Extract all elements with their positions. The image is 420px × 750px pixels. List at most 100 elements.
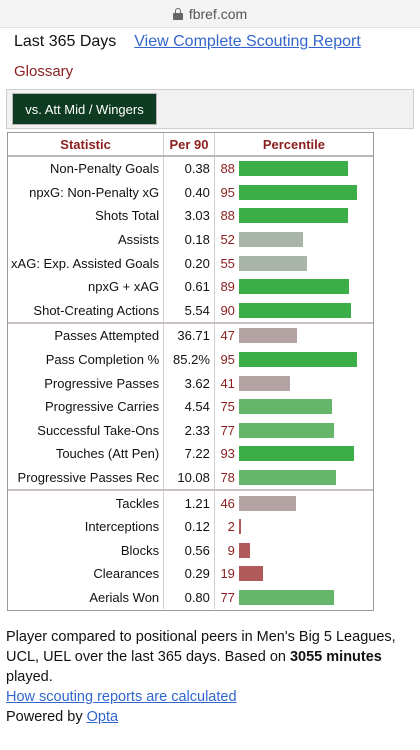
percentile-value: 41 xyxy=(220,375,235,391)
table-row: Shot-Creating Actions 5.54 90 xyxy=(8,298,373,323)
table-row: Passes Attempted 36.71 47 xyxy=(8,324,373,348)
percentile-cell: 19 xyxy=(215,562,373,586)
percentile-cell: 90 xyxy=(215,299,373,323)
stat-name: Touches (Att Pen) xyxy=(8,442,165,466)
stat-name: Tackles xyxy=(8,491,165,515)
percentile-bar xyxy=(238,519,241,535)
per90-value: 5.54 xyxy=(164,298,215,323)
url-text: fbref.com xyxy=(188,5,248,22)
how-calculated-link[interactable]: How scouting reports are calculated xyxy=(6,689,237,705)
percentile-value: 19 xyxy=(220,566,235,582)
stat-name: Blocks xyxy=(8,538,165,563)
percentile-value: 2 xyxy=(227,519,235,535)
stat-name: npxG + xAG xyxy=(8,274,165,299)
percentile-bar xyxy=(238,495,296,511)
header-per90: Per 90 xyxy=(164,133,215,155)
percentile-cell: 95 xyxy=(215,181,373,205)
percentile-cell: 41 xyxy=(215,371,373,395)
percentile-value: 46 xyxy=(220,495,235,511)
table-row: xAG: Exp. Assisted Goals 0.20 55 xyxy=(8,251,373,275)
percentile-bar xyxy=(238,375,290,391)
percentile-bar xyxy=(238,208,348,224)
percentile-bar xyxy=(238,255,307,271)
period-label: Last 365 Days xyxy=(14,33,117,50)
percentile-bar xyxy=(238,184,357,200)
per90-value: 0.40 xyxy=(164,180,215,205)
stat-name: Interceptions xyxy=(8,514,165,539)
glossary-link[interactable]: Glossary xyxy=(14,63,74,80)
stat-name: Non-Penalty Goals xyxy=(8,157,165,181)
percentile-value: 9 xyxy=(227,542,235,558)
percentile-bar xyxy=(238,399,332,415)
percentile-bar xyxy=(238,470,336,486)
table-row: Touches (Att Pen) 7.22 93 xyxy=(8,442,373,466)
percentile-value: 77 xyxy=(220,589,235,605)
table-row: Progressive Passes Rec 10.08 78 xyxy=(8,465,373,490)
footer-description: Player compared to positional peers in M… xyxy=(6,627,406,687)
complete-report-link[interactable]: View Complete Scouting Report xyxy=(134,33,361,50)
stat-name: Progressive Carries xyxy=(8,394,165,419)
header-statistic: Statistic xyxy=(8,133,165,155)
per90-value: 3.62 xyxy=(164,371,215,395)
scouting-report-table: Statistic Per 90 Percentile Non-Penalty … xyxy=(7,132,374,611)
table-row: Successful Take-Ons 2.33 77 xyxy=(8,418,373,443)
table-header: Statistic Per 90 Percentile xyxy=(8,133,373,157)
stat-name: Aerials Won xyxy=(8,585,165,610)
stat-group: Non-Penalty Goals 0.38 88 npxG: Non-Penalty… xyxy=(8,157,373,325)
percentile-cell: 9 xyxy=(215,539,373,563)
percentile-bar xyxy=(238,328,297,344)
per90-value: 0.29 xyxy=(164,562,215,586)
percentile-value: 90 xyxy=(220,302,235,318)
per90-value: 85.2% xyxy=(164,347,215,372)
position-filter-button[interactable]: vs. Att Mid / Wingers xyxy=(12,93,157,125)
percentile-cell: 46 xyxy=(215,491,373,515)
percentile-bar xyxy=(238,566,263,582)
per90-value: 0.56 xyxy=(164,538,215,563)
percentile-bar xyxy=(238,161,348,177)
stat-name: Progressive Passes xyxy=(8,371,165,395)
header-percentile: Percentile xyxy=(262,136,325,152)
opta-link[interactable]: Opta xyxy=(86,709,119,725)
percentile-value: 52 xyxy=(220,232,235,248)
report-footer: Player compared to positional peers in M… xyxy=(6,627,406,727)
table-row: npxG + xAG 0.61 89 xyxy=(8,274,373,299)
per90-value: 0.38 xyxy=(164,157,215,181)
table-row: Progressive Carries 4.54 75 xyxy=(8,394,373,419)
percentile-cell: 88 xyxy=(215,157,373,181)
per90-value: 0.18 xyxy=(164,227,215,252)
footer-text: Player compared to positional peers in M… xyxy=(6,629,396,665)
table-body: Non-Penalty Goals 0.38 88 npxG: Non-Penalty… xyxy=(8,157,373,610)
percentile-bar xyxy=(238,446,354,462)
percentile-value: 89 xyxy=(220,279,235,295)
percentile-cell: 2 xyxy=(215,515,373,539)
percentile-bar xyxy=(238,589,334,605)
per90-value: 1.21 xyxy=(164,491,215,515)
percentile-cell: 93 xyxy=(215,442,373,466)
stat-name: npxG: Non-Penalty xG xyxy=(8,180,165,205)
percentile-cell: 89 xyxy=(215,275,373,299)
per90-value: 3.03 xyxy=(164,204,215,228)
lock-icon xyxy=(172,7,183,20)
browser-url-bar[interactable]: fbref.com xyxy=(0,0,420,28)
per90-value: 7.22 xyxy=(164,442,215,466)
table-row: Aerials Won 0.80 77 xyxy=(8,585,373,610)
percentile-bar xyxy=(238,352,357,368)
per90-value: 2.33 xyxy=(164,418,215,443)
percentile-cell: 88 xyxy=(215,204,373,228)
percentile-bar xyxy=(238,279,349,295)
table-row: Interceptions 0.12 2 xyxy=(8,514,373,539)
stat-name: Pass Completion % xyxy=(8,347,165,372)
percentile-value: 88 xyxy=(220,161,235,177)
per90-value: 0.80 xyxy=(164,585,215,610)
percentile-cell: 77 xyxy=(215,419,373,443)
stat-name: Progressive Passes Rec xyxy=(8,465,165,490)
footer-text-end: played. xyxy=(6,669,53,685)
table-row: Pass Completion % 85.2% 95 xyxy=(8,347,373,372)
percentile-cell: 75 xyxy=(215,395,373,419)
table-row: Progressive Passes 3.62 41 xyxy=(8,371,373,395)
percentile-cell: 55 xyxy=(215,251,373,275)
table-row: Shots Total 3.03 88 xyxy=(8,204,373,228)
table-row: Blocks 0.56 9 xyxy=(8,538,373,563)
percentile-value: 93 xyxy=(220,446,235,462)
stat-name: Assists xyxy=(8,227,165,252)
